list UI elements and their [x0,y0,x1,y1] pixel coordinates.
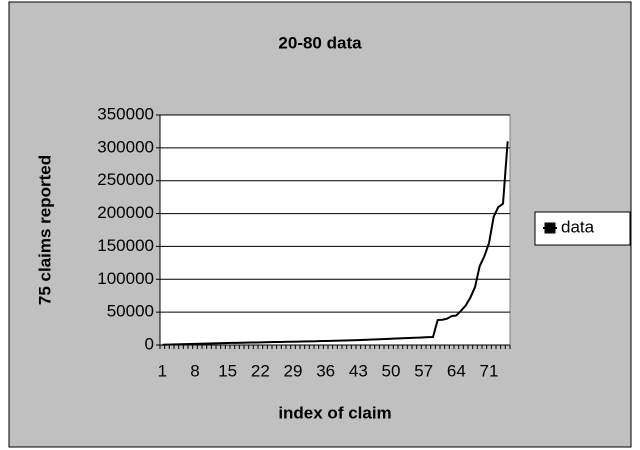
y-tick-label: 100000 [97,269,154,288]
y-tick-label: 350000 [97,104,154,123]
y-tick-label: 200000 [97,203,154,222]
x-tick-label: 50 [382,361,401,380]
x-axis-label: index of claim [278,403,391,422]
x-tick-label: 36 [316,361,335,380]
legend-label: data [561,217,595,236]
x-tick-label: 15 [218,361,237,380]
chart-title: 20-80 data [278,33,362,52]
y-tick-label: 150000 [97,236,154,255]
x-tick-label: 22 [251,361,270,380]
y-tick-label: 0 [145,334,154,353]
legend-marker [544,222,556,234]
x-tick-label: 64 [447,361,466,380]
x-tick-label: 71 [480,361,499,380]
plot-area [159,114,511,346]
x-tick-label: 43 [349,361,368,380]
y-tick-label: 250000 [97,170,154,189]
data-line [162,141,509,346]
x-tick-label: 8 [190,361,199,380]
y-axis-label: 75 claims reported [35,155,54,305]
x-tick-label: 1 [158,361,167,380]
y-tick-label: 50000 [107,302,154,321]
x-tick-label: 29 [284,361,303,380]
x-tick-label: 57 [414,361,433,380]
y-tick-label: 300000 [97,137,154,156]
